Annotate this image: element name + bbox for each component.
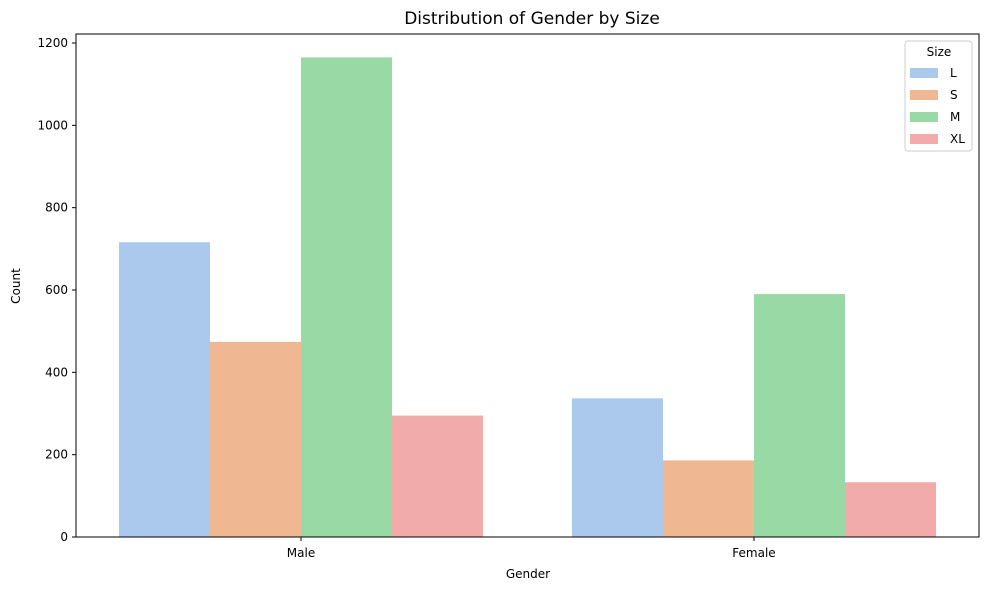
- legend-label-m: M: [950, 110, 960, 124]
- bar-male-l: [119, 242, 210, 537]
- legend-label-l: L: [950, 66, 957, 80]
- y-tick-label: 0: [60, 530, 68, 544]
- x-axis: Male Female: [287, 537, 776, 560]
- y-tick-label: 1200: [37, 36, 68, 50]
- bar-female-m: [754, 294, 845, 537]
- plot-frame: [75, 33, 980, 538]
- legend-label-s: S: [950, 88, 958, 102]
- x-tick-label-male: Male: [287, 546, 315, 560]
- legend-label-xl: XL: [950, 132, 965, 146]
- x-axis-label: Gender: [506, 567, 550, 581]
- y-tick-label: 600: [45, 283, 68, 297]
- y-axis: 0 200 400 600 800 1000 1200: [37, 36, 76, 544]
- x-tick-label-female: Female: [732, 546, 775, 560]
- legend-items: LSM XL: [910, 66, 965, 146]
- bar-female-l: [572, 398, 663, 537]
- legend-swatch-l: [910, 68, 938, 78]
- bar-male-s: [210, 341, 301, 537]
- bar-female-xl: [845, 482, 936, 537]
- legend-title: Size: [927, 45, 952, 59]
- bar-female-s: [663, 460, 754, 537]
- bar-male-xl: [392, 415, 483, 537]
- legend: Size LSM XL: [904, 40, 973, 152]
- legend-swatch-m: [910, 112, 938, 122]
- legend-swatch-xl: [910, 134, 938, 144]
- legend-swatch-s: [910, 90, 938, 100]
- y-tick-label: 200: [45, 448, 68, 462]
- chart-title: Distribution of Gender by Size: [404, 9, 660, 29]
- y-tick-label: 800: [45, 201, 68, 215]
- bars-group: [119, 57, 936, 538]
- bar-male-m: [301, 57, 392, 538]
- y-tick-label: 400: [45, 365, 68, 379]
- y-tick-label: 1000: [37, 118, 68, 132]
- y-axis-label: Count: [9, 268, 23, 304]
